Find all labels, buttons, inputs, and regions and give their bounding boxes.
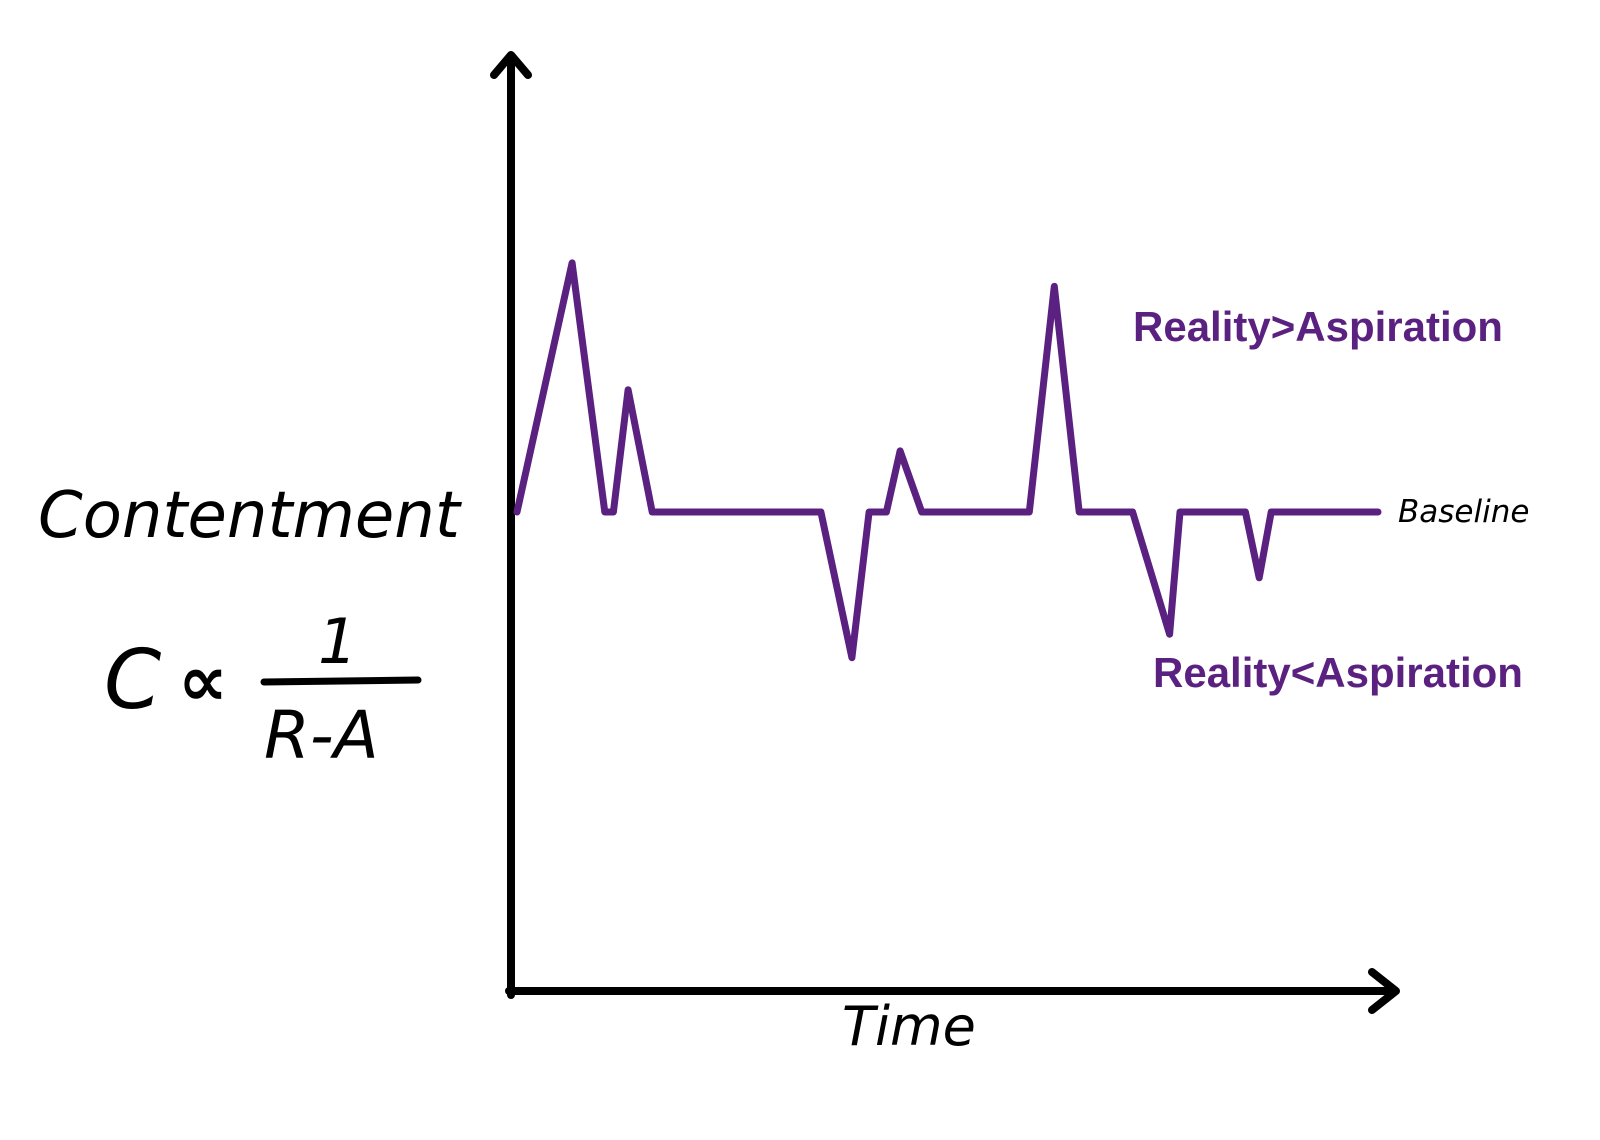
baseline-label: Baseline (1398, 494, 1529, 530)
formula-denominator: R-A (264, 697, 379, 774)
contentment-series-line (513, 259, 1382, 662)
formula-fraction-bar (260, 676, 422, 686)
formula-numerator: 1 (318, 605, 357, 678)
formula-proportional-symbol: ∝ (178, 640, 228, 722)
x-axis-arrowhead (1368, 968, 1400, 1014)
x-axis-label: Time (842, 995, 976, 1058)
annotation-above: Reality>Aspiration (1133, 303, 1503, 350)
annotation-below: Reality<Aspiration (1153, 649, 1523, 696)
y-axis-label: Contentment (38, 479, 463, 553)
y-axis-arrowhead (490, 51, 532, 79)
formula-lhs: C (104, 633, 161, 728)
